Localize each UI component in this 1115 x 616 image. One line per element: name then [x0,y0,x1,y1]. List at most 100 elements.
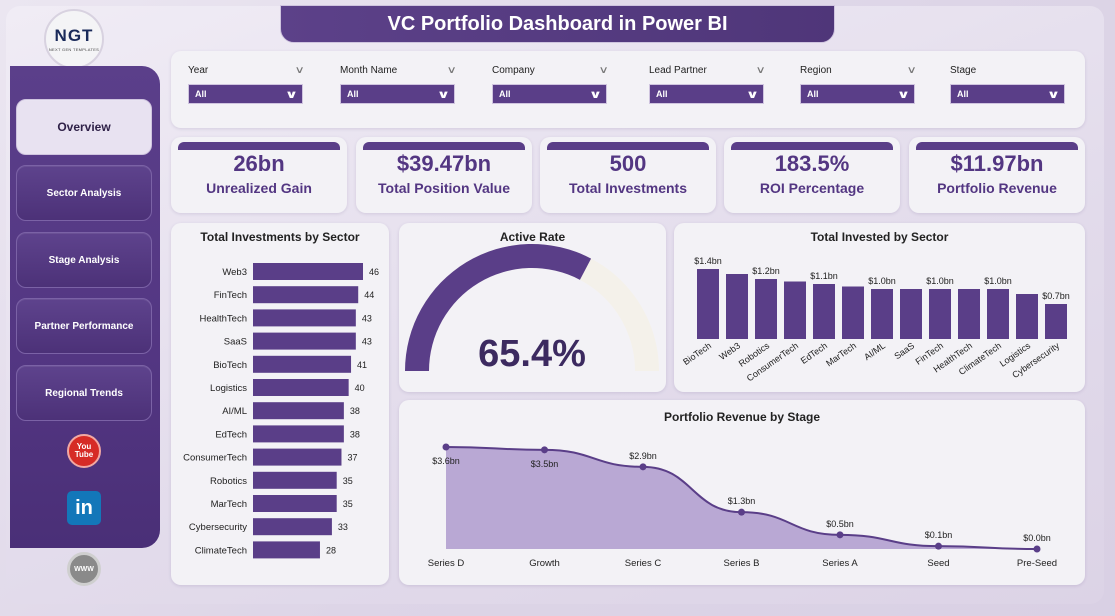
kpi-value: 183.5% [774,151,850,176]
chevron-down-icon: ∨ [588,88,603,101]
bar [253,448,342,466]
bar-category-label: Logistics [210,383,247,394]
globe-icon: WWW [67,552,101,586]
kpi-label: Unrealized Gain [206,180,312,196]
youtube-icon: You Tube [67,434,101,468]
bar [253,495,337,512]
invested-by-sector-panel: Total Invested by Sector $1.4bn BioTech We… [674,223,1085,392]
bar [871,289,893,339]
chevron-down-icon[interactable]: ∨ [906,64,917,76]
nav-overview[interactable]: Overview [16,99,152,155]
kpi-accent-bar [916,142,1078,150]
kpi-value: 500 [609,151,647,176]
bar-category-label: ConsumerTech [183,453,247,464]
filter-label: Month Name [340,64,398,76]
data-label: $0.1bn [925,530,953,540]
bar [253,518,332,536]
chevron-down-icon: ∨ [745,88,760,101]
filter-region: Region ∨ All ∨ [800,63,917,104]
logo-subtitle: NEXT GEN TEMPLATES [48,47,100,52]
active-rate-gauge: 65.4% [405,243,659,375]
bar [929,289,951,339]
x-tick-label: Series C [625,558,662,569]
chart-title: Active Rate [499,230,566,244]
nav-sector-analysis[interactable]: Sector Analysis [16,165,152,221]
bar-category-label: FinTech [214,290,247,301]
bar [253,286,359,304]
chevron-down-icon[interactable]: ∨ [598,64,609,76]
kpi-accent-bar [363,142,525,150]
chevron-down-icon[interactable]: ∨ [755,64,766,76]
x-tick-label: Seed [927,558,949,569]
youtube-link[interactable]: You Tube [66,433,102,469]
investments-by-sector-panel: Total Investments by Sector Web3 46 FinTec… [171,223,389,585]
kpi-total-position-value: $39.47bn Total Position Value [356,137,532,213]
investments-by-sector-chart: Web3 46 FinTech 44 HealthTech 43 SaaS 43 BioTech… [183,263,379,559]
bar [813,284,835,339]
bar [697,269,719,339]
stage-dropdown[interactable]: All ∨ [950,84,1065,104]
data-point [738,508,745,516]
page-title: VC Portfolio Dashboard in Power BI [280,5,835,43]
year-dropdown[interactable]: All ∨ [188,84,303,104]
bar-value-label: 33 [338,522,348,532]
bar-category-label: ClimateTech [195,545,247,556]
bar [1045,304,1067,339]
chevron-down-icon[interactable]: ∨ [446,64,457,76]
filter-month-name: Month Name ∨ All ∨ [340,63,457,104]
bar-value-label: $1.0bn [926,276,954,286]
bar-value-label: 44 [364,290,374,300]
nav-stage-analysis[interactable]: Stage Analysis [16,232,152,288]
bar-category-label: AI/ML [862,340,887,362]
filter-bar: Year ∨ All ∨ Month Name ∨ All ∨ Company ∨ All… [171,51,1085,128]
website-link[interactable]: WWW [66,551,102,587]
region-dropdown[interactable]: All ∨ [800,84,915,104]
bar-value-label: 41 [357,360,367,370]
chevron-down-icon[interactable]: ∨ [294,64,305,76]
bar-value-label: 40 [355,383,365,393]
bar [726,274,748,339]
bar-value-label: 38 [350,429,360,439]
bar-value-label: 28 [326,545,336,555]
filter-label: Stage [950,64,977,76]
bar-value-label: $0.7bn [1042,291,1070,301]
kpi-label: ROI Percentage [759,180,865,196]
data-label: $3.6bn [432,456,460,466]
chart-title: Portfolio Revenue by Stage [663,410,821,424]
kpi-portfolio-revenue: $11.97bn Portfolio Revenue [909,137,1085,213]
kpi-unrealized-gain: 26bn Unrealized Gain [171,137,347,213]
bar [958,289,980,339]
gauge-value: 65.4% [478,333,586,375]
filter-label: Region [800,64,832,76]
area-fill [446,447,1037,549]
bar-category-label: SaaS [224,337,247,348]
bar-value-label: 35 [343,476,353,486]
chevron-down-icon: ∨ [284,88,299,101]
nav-partner-performance[interactable]: Partner Performance [16,298,152,354]
x-tick-label: Growth [529,558,560,569]
linkedin-link[interactable]: in [66,490,102,526]
bar-value-label: 43 [362,337,372,347]
nav-regional-trends[interactable]: Regional Trends [16,365,152,421]
bar-category-label: BioTech [681,340,713,367]
bar-category-label: MarTech [824,340,858,368]
lead-partner-dropdown[interactable]: All ∨ [649,84,764,104]
kpi-label: Portfolio Revenue [937,180,1057,196]
bar-value-label: $1.2bn [752,266,780,276]
linkedin-icon: in [67,491,101,525]
chart-title: Total Investments by Sector [200,230,360,244]
data-point [935,542,942,550]
bar [253,355,352,373]
bar-category-label: EdTech [215,429,247,440]
month-dropdown[interactable]: All ∨ [340,84,455,104]
revenue-by-stage-panel: Portfolio Revenue by Stage $3.6bn Series … [399,400,1085,585]
gauge-fill [405,243,592,371]
kpi-label: Total Position Value [378,180,510,196]
company-dropdown[interactable]: All ∨ [492,84,607,104]
bar-category-label: BioTech [213,360,247,371]
bar-category-label: Cybersecurity [189,522,247,533]
bar-category-label: Robotics [210,476,247,487]
bar [842,286,864,339]
data-point [541,446,548,454]
bar-value-label: $1.0bn [868,276,896,286]
